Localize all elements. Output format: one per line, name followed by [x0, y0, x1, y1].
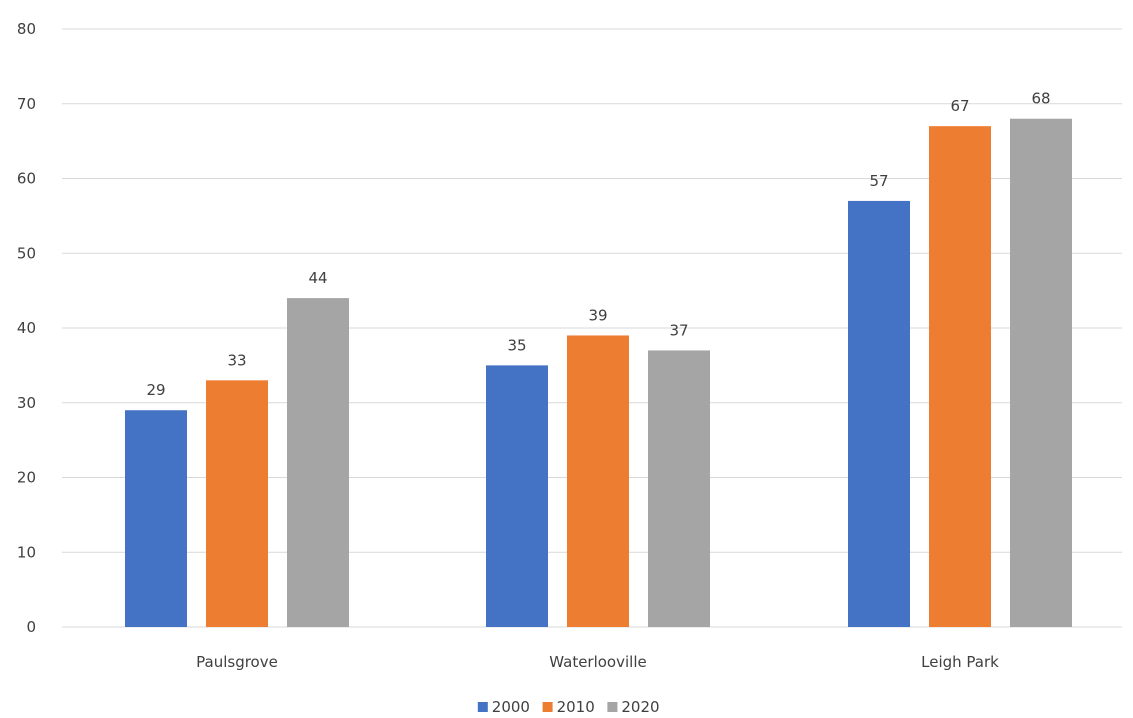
data-label-paulsgrove-2020: 44: [308, 269, 327, 287]
y-tick-label-80: 80: [17, 20, 36, 38]
data-label-leigh-park-2010: 67: [950, 97, 969, 115]
legend-label-2000: 2000: [492, 698, 530, 716]
bar-waterlooville-2010: [567, 335, 629, 627]
x-category-label-leigh-park: Leigh Park: [921, 653, 999, 671]
y-axis-tick-labels: 0 10 20 30 40 50 60 70 80: [17, 20, 36, 636]
data-label-leigh-park-2020: 68: [1031, 90, 1050, 108]
bar-paulsgrove-2000: [125, 410, 187, 627]
bar-leigh-park-2000: [848, 200, 910, 628]
y-tick-label-60: 60: [17, 170, 36, 188]
y-tick-label-0: 0: [26, 618, 36, 636]
data-label-waterlooville-2020: 37: [669, 321, 688, 339]
data-label-paulsgrove-2000: 29: [146, 381, 165, 399]
y-tick-label-70: 70: [17, 95, 36, 113]
legend-swatch-2020: [607, 702, 618, 712]
bar-leigh-park-2020: [1010, 118, 1072, 627]
legend-swatch-2000: [477, 702, 488, 712]
bar-waterlooville-2000: [486, 365, 548, 627]
x-axis-category-labels: Paulsgrove Waterlooville Leigh Park: [196, 653, 999, 671]
bar-paulsgrove-2010: [206, 380, 268, 627]
bar-paulsgrove-2020: [287, 298, 349, 627]
bar-leigh-park-2010: [929, 126, 991, 628]
legend-label-2020: 2020: [621, 698, 659, 716]
data-labels: 29 33 44 35 39 37 57 67 68: [146, 90, 1050, 400]
y-tick-label-20: 20: [17, 469, 36, 487]
x-category-label-paulsgrove: Paulsgrove: [196, 653, 278, 671]
bars: [125, 118, 1072, 628]
legend: 2000 2010 2020: [477, 698, 660, 716]
data-label-waterlooville-2010: 39: [588, 306, 607, 324]
legend-label-2010: 2010: [557, 698, 595, 716]
x-category-label-waterlooville: Waterlooville: [549, 653, 646, 671]
bar-waterlooville-2020: [648, 350, 710, 627]
y-tick-label-50: 50: [17, 244, 36, 262]
legend-swatch-2010: [542, 702, 553, 712]
y-tick-label-30: 30: [17, 394, 36, 412]
y-tick-label-10: 10: [17, 543, 36, 561]
data-label-paulsgrove-2010: 33: [227, 351, 246, 369]
data-label-leigh-park-2000: 57: [869, 172, 888, 190]
y-tick-label-40: 40: [17, 319, 36, 337]
data-label-waterlooville-2000: 35: [507, 336, 526, 354]
